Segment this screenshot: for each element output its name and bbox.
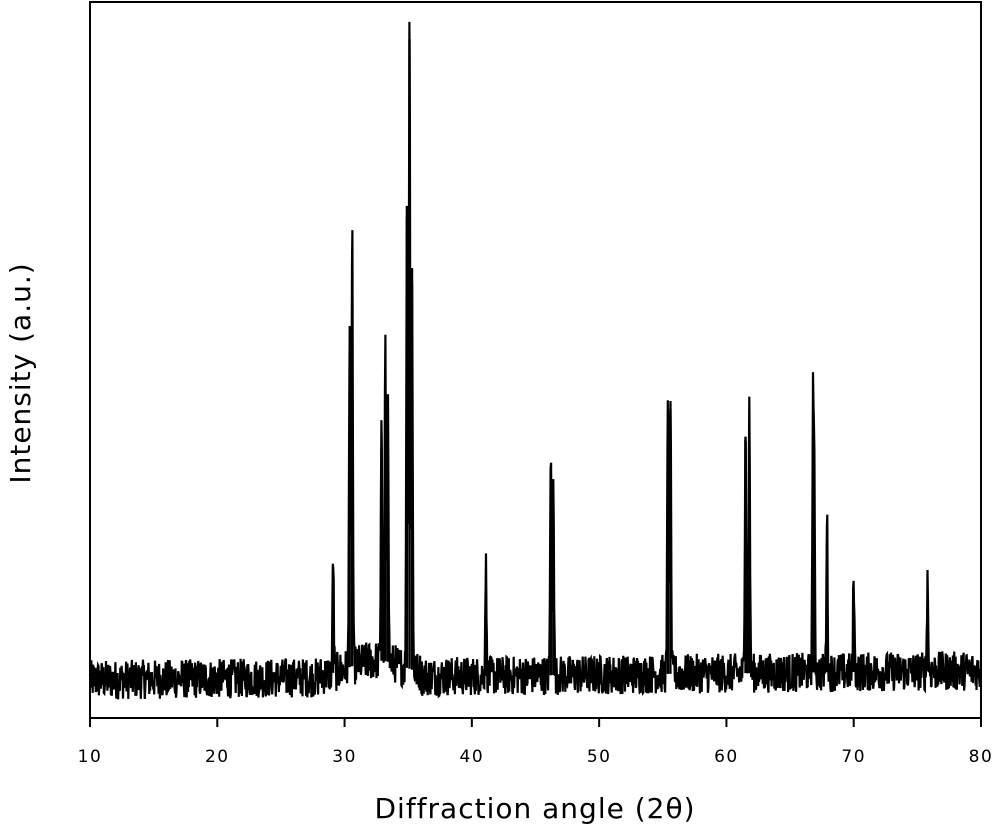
x-axis-ticks: 10 20 30 40 50 60 70 80: [78, 718, 993, 767]
x-axis-title: Diffraction angle (2θ): [374, 792, 695, 825]
x-tick-label: 70: [841, 747, 866, 767]
plot-frame: [89, 1, 982, 719]
x-tick-label: 40: [460, 747, 485, 767]
plot-layer: [88, 21, 983, 700]
x-tick-label: 80: [969, 747, 993, 767]
diffraction-trace: [88, 21, 983, 700]
x-tick-label: 50: [587, 747, 612, 767]
x-tick-label: 10: [78, 747, 103, 767]
x-tick-label: 60: [714, 747, 739, 767]
y-axis-title: Intensity (a.u.): [4, 262, 37, 483]
x-tick-label: 30: [332, 747, 357, 767]
x-tick-label: 20: [205, 747, 230, 767]
